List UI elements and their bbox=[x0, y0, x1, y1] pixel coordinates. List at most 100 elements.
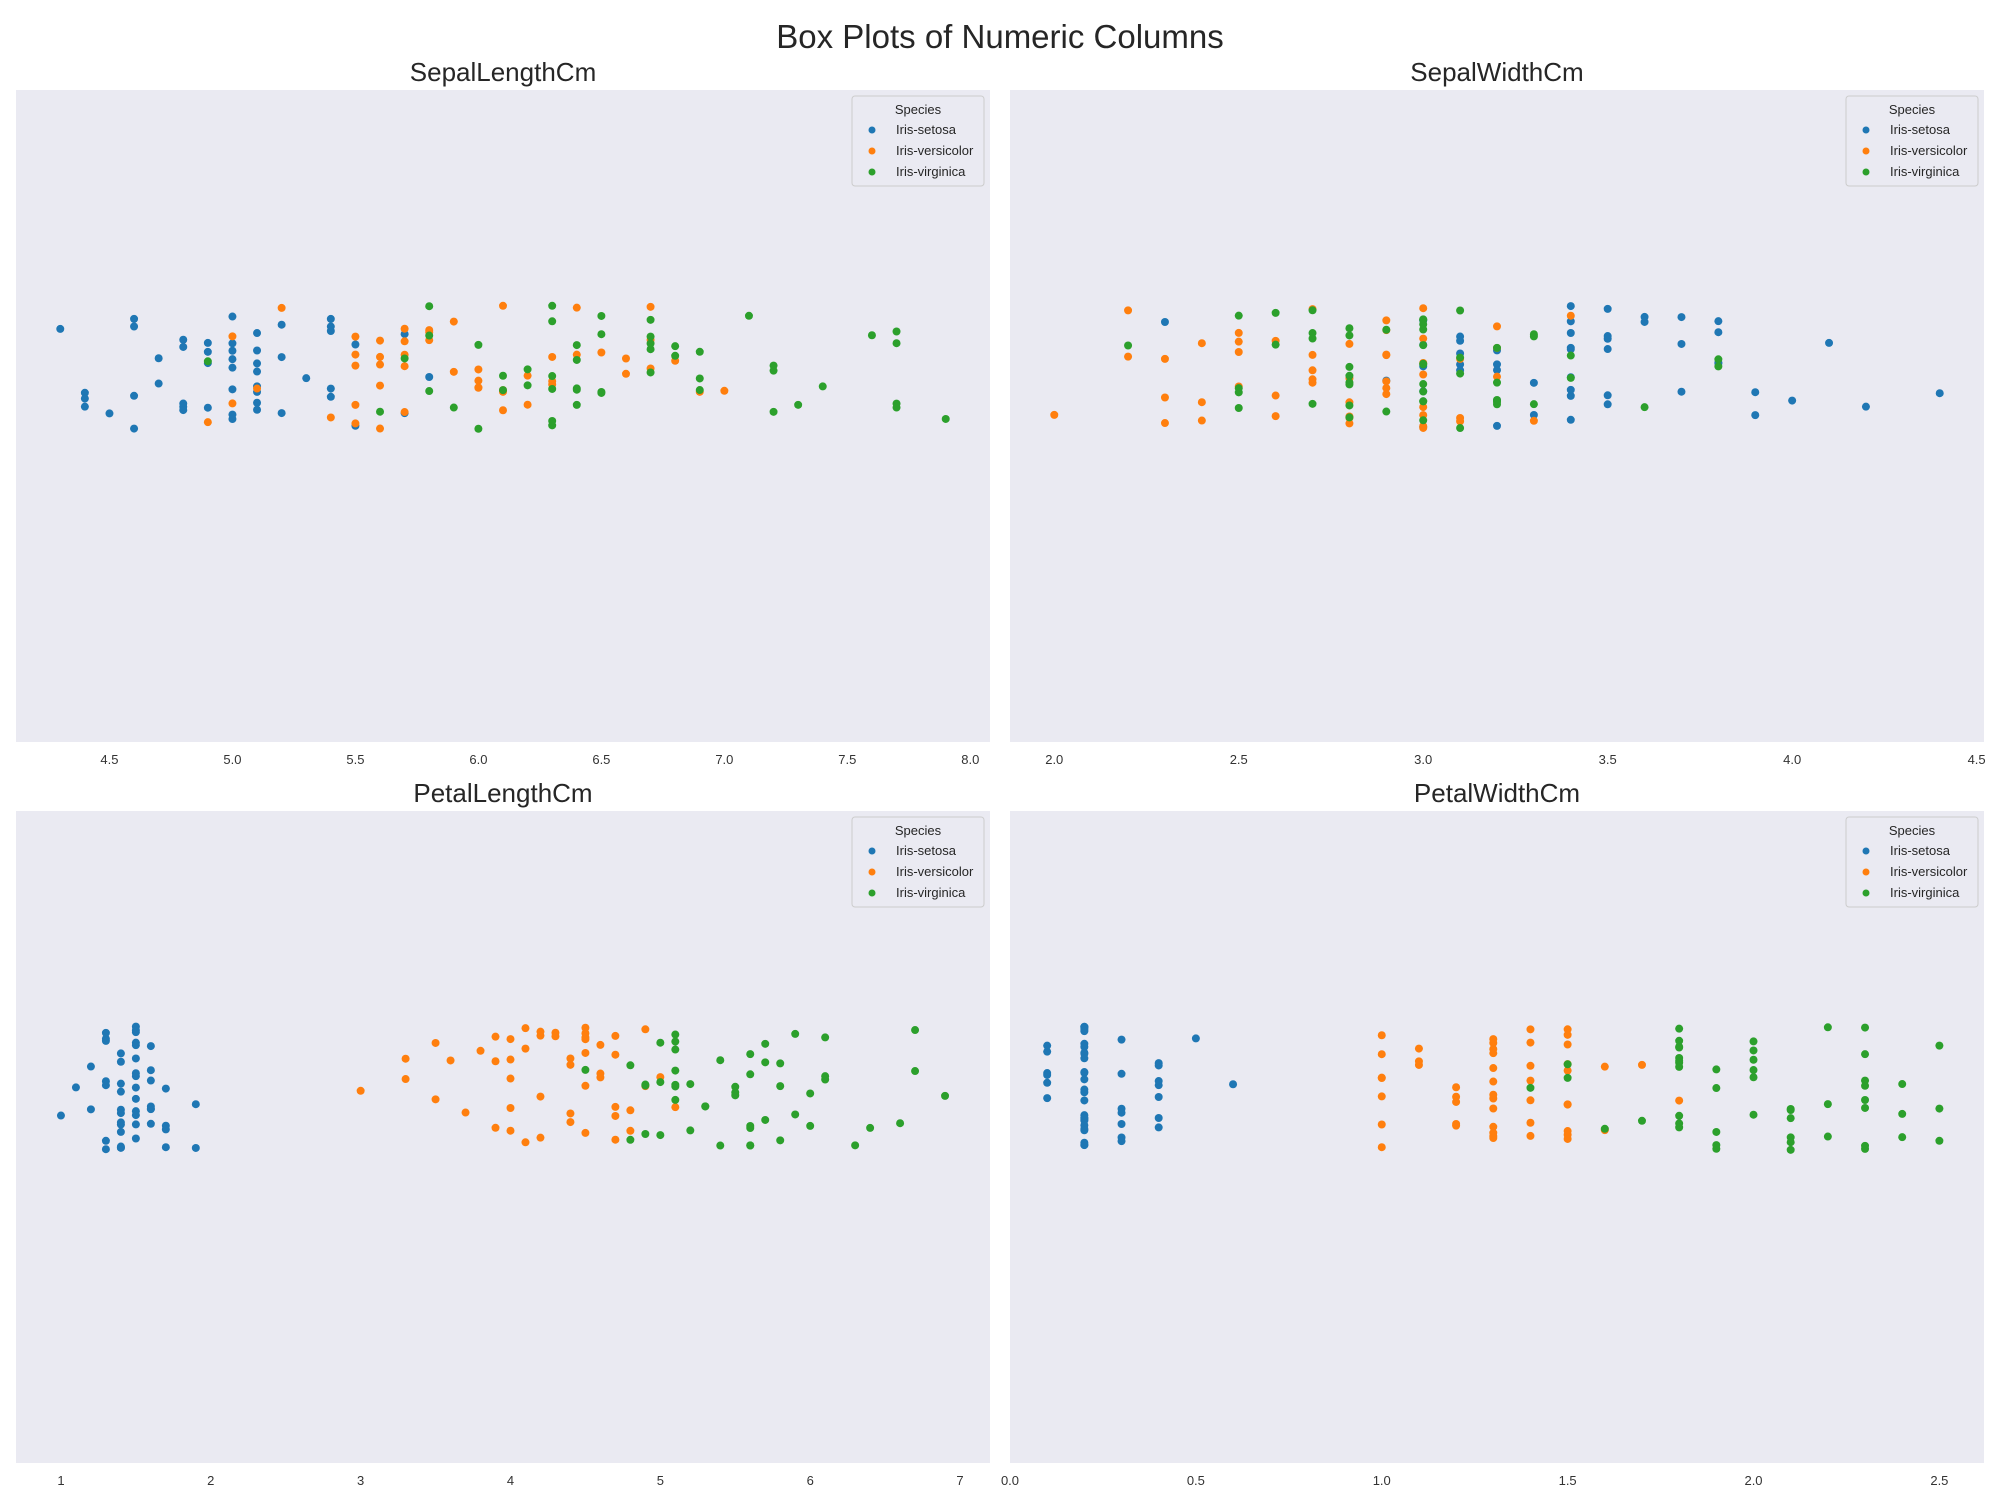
data-point bbox=[695, 374, 704, 383]
legend-marker bbox=[1862, 868, 1870, 876]
data-point bbox=[1751, 388, 1760, 397]
data-point bbox=[695, 347, 704, 356]
data-point bbox=[566, 1118, 575, 1127]
data-point bbox=[896, 1119, 905, 1128]
legend-marker bbox=[868, 126, 876, 134]
data-point bbox=[101, 1136, 110, 1145]
data-point bbox=[228, 399, 237, 408]
data-point bbox=[105, 409, 114, 418]
data-point bbox=[548, 352, 557, 361]
data-point bbox=[253, 384, 262, 393]
x-tick-label: 5.5 bbox=[346, 752, 364, 767]
data-point bbox=[1419, 315, 1428, 324]
data-point bbox=[1529, 330, 1538, 339]
x-tick-label: 2.5 bbox=[1930, 1473, 1948, 1488]
subplot-title: SepalWidthCm bbox=[1410, 57, 1583, 87]
data-point bbox=[1382, 384, 1391, 393]
data-point bbox=[791, 1110, 800, 1119]
data-point bbox=[401, 1054, 410, 1063]
x-tick-label: 2.0 bbox=[1744, 1473, 1762, 1488]
data-point bbox=[1456, 306, 1465, 315]
data-point bbox=[1935, 1136, 1944, 1145]
data-point bbox=[1529, 410, 1538, 419]
data-point bbox=[449, 403, 458, 412]
data-point bbox=[1414, 1057, 1423, 1066]
data-point bbox=[1566, 329, 1575, 338]
data-point bbox=[1566, 317, 1575, 326]
data-point bbox=[131, 1083, 140, 1092]
data-point bbox=[351, 400, 360, 409]
data-point bbox=[1489, 1064, 1498, 1073]
data-point bbox=[548, 384, 557, 393]
legend-entry-label: Iris-setosa bbox=[1890, 843, 1951, 858]
data-point bbox=[474, 376, 483, 385]
data-point bbox=[1382, 316, 1391, 325]
data-point bbox=[671, 1103, 680, 1112]
data-point bbox=[80, 402, 89, 411]
data-point bbox=[646, 345, 655, 354]
x-tick-label: 2.0 bbox=[1045, 752, 1063, 767]
data-point bbox=[203, 338, 212, 347]
legend-title: Species bbox=[1889, 823, 1936, 838]
x-tick-label: 1.0 bbox=[1373, 1473, 1391, 1488]
series-Iris-virginica bbox=[203, 301, 950, 433]
data-point bbox=[791, 1029, 800, 1038]
data-point bbox=[720, 386, 729, 395]
legend-entry-label: Iris-virginica bbox=[896, 164, 966, 179]
data-point bbox=[1712, 1084, 1721, 1093]
data-point bbox=[1308, 306, 1317, 315]
data-point bbox=[1489, 1090, 1498, 1099]
data-point bbox=[1419, 359, 1428, 368]
data-point bbox=[1566, 385, 1575, 394]
data-point bbox=[1898, 1080, 1907, 1089]
data-point bbox=[326, 392, 335, 401]
legend-marker bbox=[1862, 168, 1870, 176]
series-Iris-virginica bbox=[1526, 1023, 1944, 1154]
data-point bbox=[1080, 1054, 1089, 1063]
data-point bbox=[130, 322, 139, 331]
data-point bbox=[581, 1023, 590, 1032]
data-point bbox=[1117, 1069, 1126, 1078]
data-point bbox=[1234, 311, 1243, 320]
data-point bbox=[1271, 340, 1280, 349]
data-point bbox=[506, 1126, 515, 1135]
data-point bbox=[400, 408, 409, 417]
legend-entry-label: Iris-versicolor bbox=[896, 864, 974, 879]
subplot-title: PetalWidthCm bbox=[1414, 778, 1580, 808]
data-point bbox=[1603, 334, 1612, 343]
data-point bbox=[548, 372, 557, 381]
data-point bbox=[376, 407, 385, 416]
data-point bbox=[821, 1075, 830, 1084]
data-point bbox=[116, 1127, 125, 1136]
data-point bbox=[1640, 312, 1649, 321]
data-point bbox=[1080, 1096, 1089, 1105]
data-point bbox=[1675, 1043, 1684, 1052]
data-point bbox=[351, 350, 360, 359]
data-point bbox=[626, 1061, 635, 1070]
data-point bbox=[179, 406, 188, 415]
data-point bbox=[1493, 343, 1501, 352]
data-point bbox=[1124, 306, 1133, 315]
data-point bbox=[446, 1056, 455, 1065]
data-point bbox=[1675, 1024, 1684, 1033]
x-tick-label: 6 bbox=[807, 1473, 814, 1488]
data-point bbox=[746, 1070, 755, 1079]
data-point bbox=[1603, 345, 1612, 354]
data-point bbox=[641, 1025, 650, 1034]
data-point bbox=[1080, 1088, 1089, 1097]
data-point bbox=[1345, 371, 1354, 380]
plot-area bbox=[1010, 90, 1984, 742]
data-point bbox=[641, 1130, 650, 1139]
data-point bbox=[548, 317, 557, 326]
data-point bbox=[203, 357, 212, 366]
series-Iris-setosa bbox=[1043, 1022, 1238, 1150]
data-point bbox=[1154, 1077, 1163, 1086]
data-point bbox=[536, 1092, 545, 1101]
subplot-title: SepalLengthCm bbox=[410, 57, 596, 87]
data-point bbox=[1749, 1046, 1758, 1055]
data-point bbox=[1861, 1081, 1870, 1090]
data-point bbox=[461, 1108, 470, 1117]
data-point bbox=[1493, 366, 1501, 375]
series-Iris-versicolor bbox=[356, 1023, 680, 1147]
data-point bbox=[1377, 1050, 1386, 1059]
